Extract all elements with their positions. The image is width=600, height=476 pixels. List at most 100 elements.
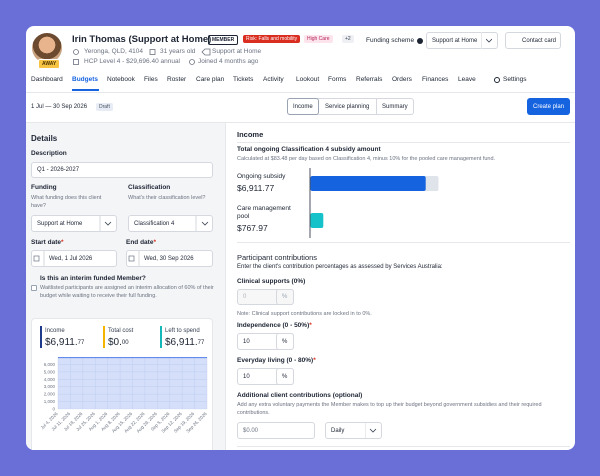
select-chevrons: [99, 215, 209, 232]
nav-item[interactable]: Dashboard: [31, 76, 63, 83]
period: 1 Jul — 30 Sep 2026: [31, 104, 88, 110]
start-date-input[interactable]: [31, 250, 117, 267]
field-help: What's their classification level?: [128, 195, 206, 201]
nav-item[interactable]: Lookout: [296, 76, 320, 83]
description-input[interactable]: [31, 162, 213, 178]
section-divider: [237, 446, 570, 447]
member-badge: MEMBER: [208, 35, 239, 45]
status-badge: Draft: [96, 103, 113, 111]
nav-item[interactable]: Orders: [392, 76, 412, 83]
input-value: $0.00: [243, 428, 259, 434]
contributions-intro: Enter the client's contribution percenta…: [237, 264, 443, 270]
calendar-icons: [33, 250, 140, 267]
bar-divider: [26, 122, 575, 123]
avatar: [32, 33, 62, 63]
care-badge[interactable]: High Care: [304, 35, 333, 43]
meta-icons: [73, 48, 211, 65]
nav-item[interactable]: Roster: [167, 76, 187, 83]
field-label: Everyday living (0 - 80%)*: [237, 357, 316, 365]
y-tick-label: 2,000: [44, 392, 56, 397]
contributions-title: Participant contributions: [237, 253, 318, 262]
funding-scheme-label: Funding scheme: [366, 37, 415, 44]
contact-card-button[interactable]: [505, 32, 561, 49]
end-date-input[interactable]: [126, 250, 213, 267]
stat-amount: $6,911.77: [165, 337, 204, 349]
field-label: Funding: [31, 184, 57, 191]
nav-item[interactable]: Leave: [458, 76, 476, 83]
input-value: 10: [243, 339, 250, 345]
stat-accent: [103, 326, 105, 348]
nav-item[interactable]: Settings: [503, 76, 527, 83]
tab-label[interactable]: Summary: [382, 104, 408, 110]
bar: [310, 176, 426, 191]
nav-item[interactable]: Forms: [328, 76, 347, 83]
risk-badge: Risk: Falls and mobility: [243, 35, 301, 43]
stat-accent: [160, 326, 162, 348]
field-label: End date*: [126, 239, 156, 247]
stat-amount: $0.00: [108, 337, 129, 349]
field-help: What funding does this client have?: [31, 195, 102, 209]
area: [58, 357, 207, 409]
stat-accent: [40, 326, 42, 348]
funding-select[interactable]: [31, 215, 117, 232]
nav-divider: [26, 92, 575, 93]
label-text: Start date: [31, 239, 61, 246]
chevron: [486, 38, 492, 43]
select-value: Classification 4: [134, 221, 175, 227]
bar-name: Ongoing subsidy: [237, 173, 286, 180]
input-value: 10: [243, 374, 250, 380]
date-value: Wed, 1 Jul 2026: [49, 256, 93, 262]
bar-name: Care management pool: [237, 205, 291, 220]
stat-cents: 77: [197, 340, 205, 346]
funding-select-value: Support at Home: [432, 38, 478, 44]
label-text: Independence (0 - 50%): [237, 322, 310, 329]
create-plan-button[interactable]: [527, 98, 570, 115]
interim-checkbox[interactable]: [31, 285, 37, 291]
nav-item[interactable]: Budgets: [72, 76, 98, 83]
additional-input[interactable]: [237, 422, 315, 439]
interim-help: Waitlisted participants are assigned an …: [40, 285, 214, 299]
chevron: [365, 422, 377, 439]
unit-box: [276, 289, 294, 305]
frequency-select[interactable]: [325, 422, 382, 439]
package: HCP Level 4 - $29,696.40 annual: [84, 58, 181, 65]
nav-item[interactable]: Referrals: [356, 76, 383, 83]
nav-item[interactable]: Activity: [263, 76, 284, 83]
field-label: Description: [31, 150, 67, 157]
stat-label: Income: [45, 328, 65, 334]
unit: %: [282, 374, 288, 380]
nav-item[interactable]: Finances: [422, 76, 449, 83]
y-tick-label: 6,000: [44, 362, 56, 367]
y-tick-label: 4,000: [44, 377, 56, 382]
nav-item[interactable]: Files: [144, 76, 158, 83]
funding-select[interactable]: [426, 32, 498, 49]
select-divider: [481, 32, 482, 49]
tab-label[interactable]: Service planning: [325, 104, 370, 110]
info-icon[interactable]: [417, 38, 423, 44]
stat-label: Total cost: [108, 328, 134, 334]
classification-select[interactable]: [128, 215, 213, 232]
stat-whole: $0.: [108, 337, 122, 348]
unit: %: [282, 339, 288, 345]
nav-item[interactable]: Notebook: [107, 76, 135, 83]
additional-help: Add any extra voluntary payments the Mem…: [237, 402, 542, 416]
required-mark: *: [313, 357, 316, 364]
joined: Joined 4 months ago: [198, 58, 259, 65]
section-divider: [237, 142, 570, 143]
income-subtitle: Total ongoing Classification 4 subsidy a…: [237, 146, 381, 153]
label-text: End date: [126, 239, 154, 246]
contact-card-text: Contact card: [522, 38, 557, 44]
y-tick-label: 1,000: [44, 399, 56, 404]
bar-value-label: $767.97: [237, 223, 268, 233]
nav-item[interactable]: Tickets: [233, 76, 254, 83]
tab-income[interactable]: [287, 98, 319, 115]
member-name: Irin Thomas (Support at Home): [72, 34, 212, 45]
field-label: Start date*: [31, 239, 64, 247]
location: Yeronga, QLD, 4104: [84, 48, 144, 55]
subsidy-bars: [309, 168, 439, 238]
nav-item[interactable]: Care plan: [196, 76, 225, 83]
more-badge[interactable]: +2: [342, 35, 354, 43]
field-label: Independence (0 - 50%)*: [237, 322, 312, 330]
